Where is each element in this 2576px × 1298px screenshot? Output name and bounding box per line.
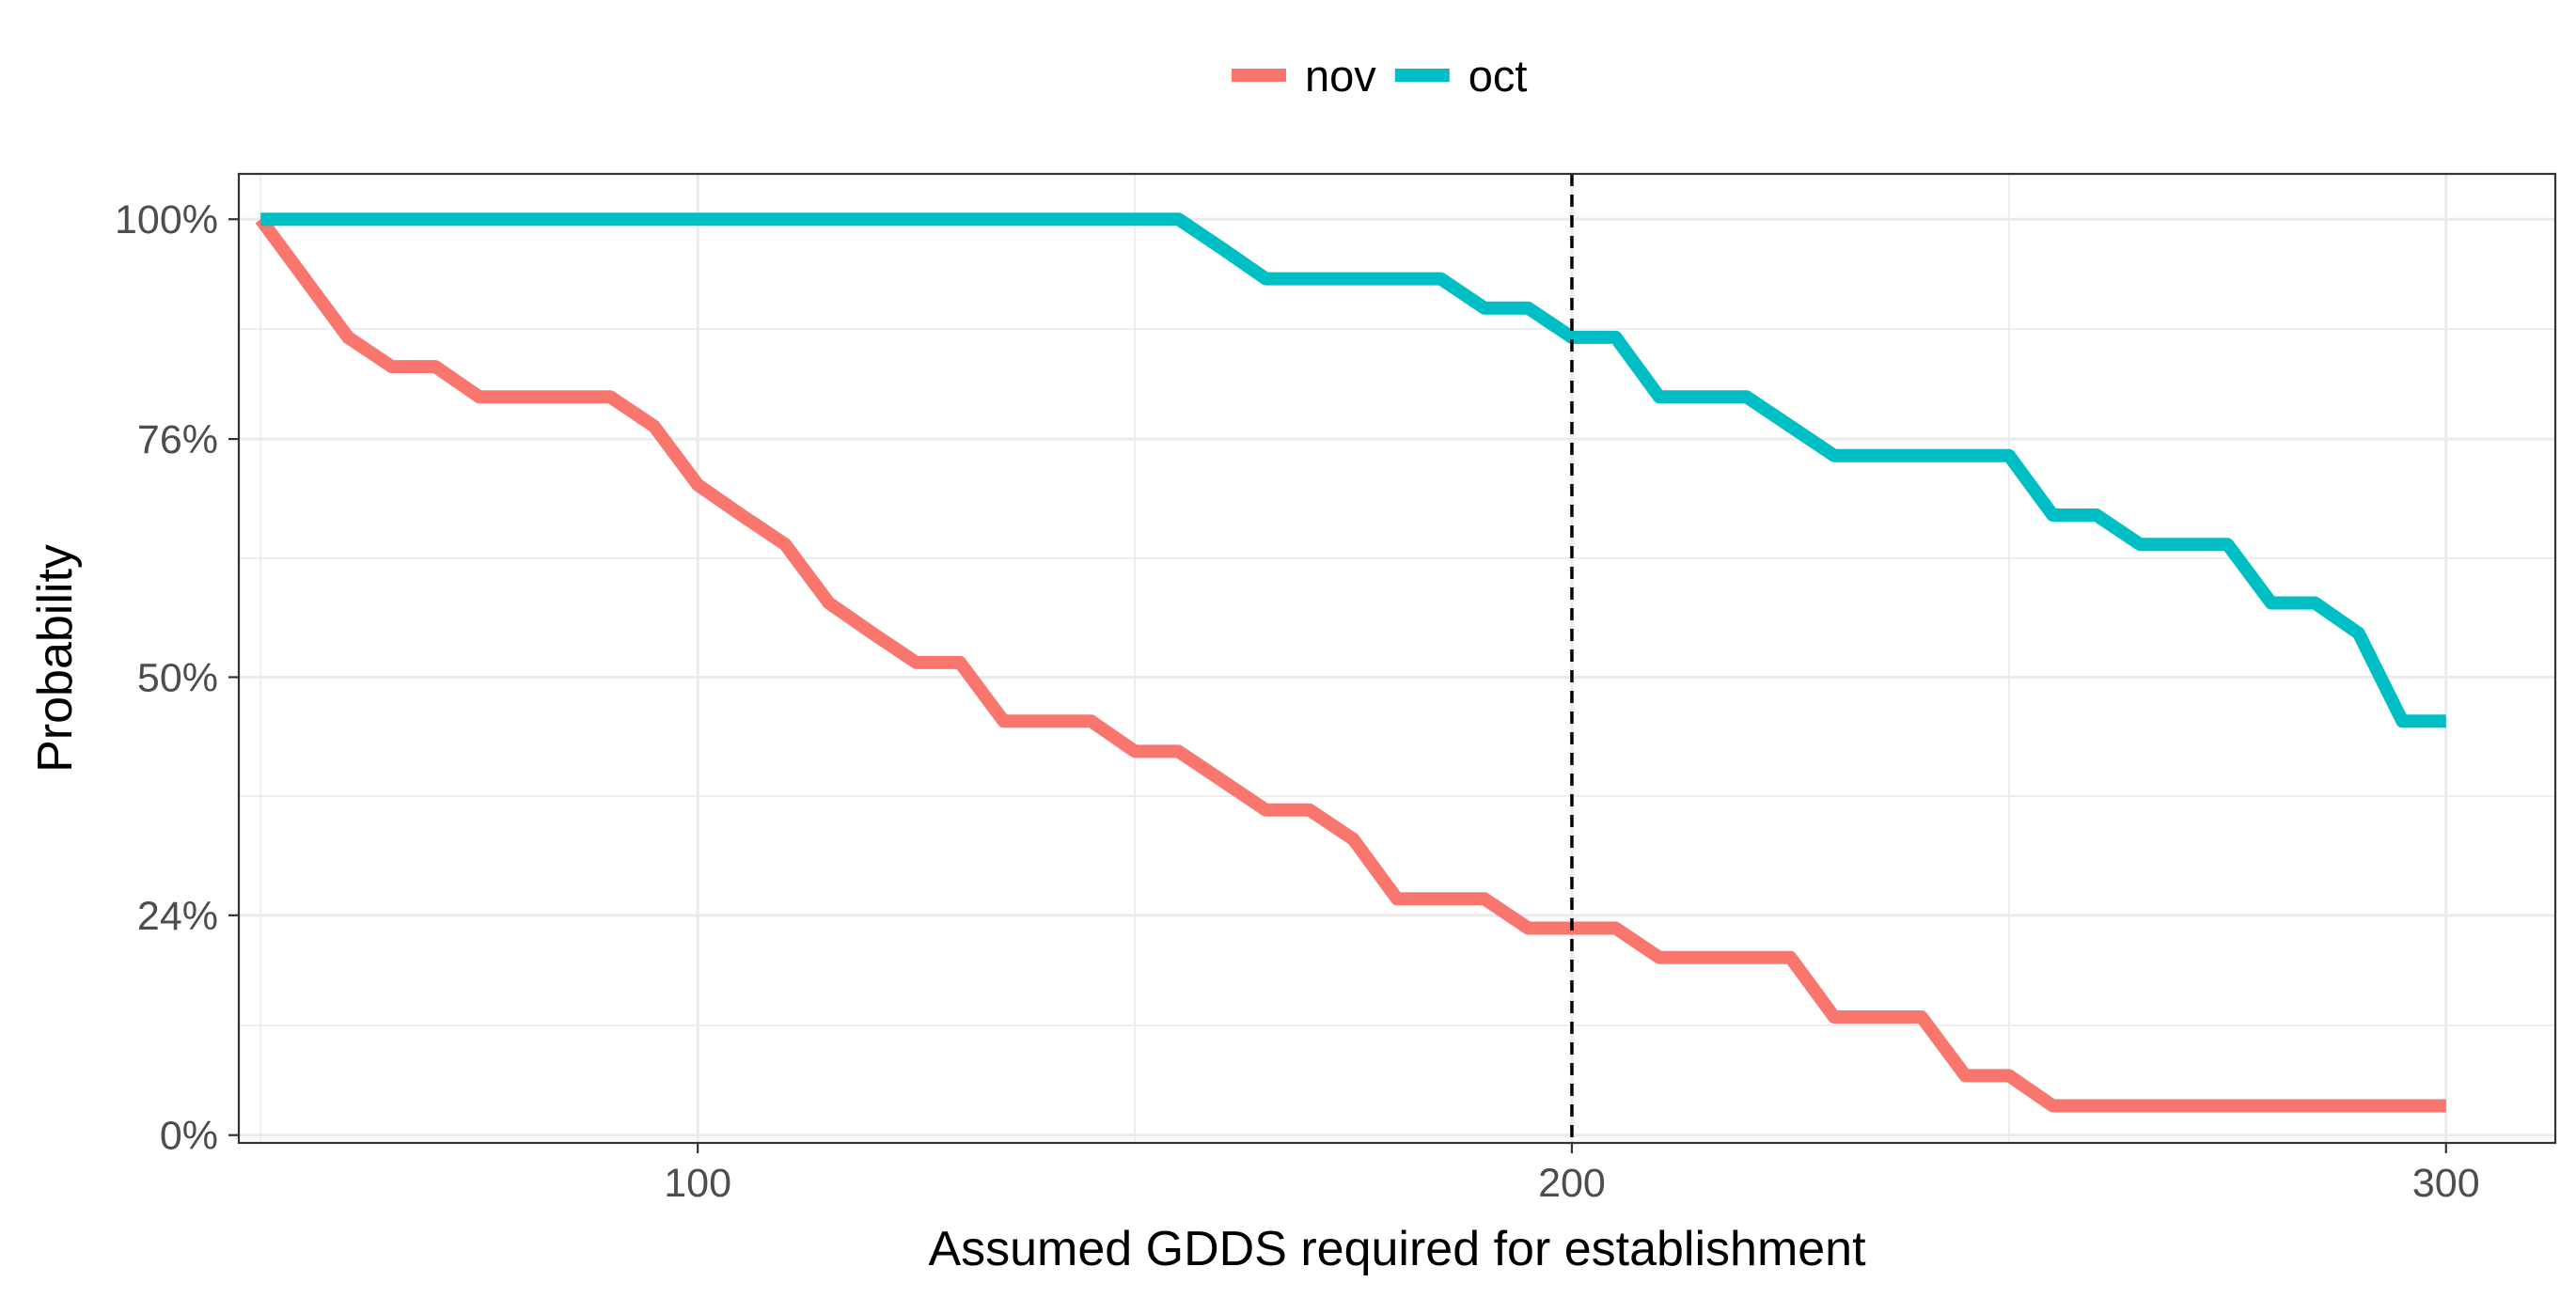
x-tick-label: 200 [1538, 1161, 1606, 1206]
x-tick-label: 300 [2412, 1161, 2480, 1206]
y-tick-label: 76% [137, 417, 218, 462]
legend-label-oct: oct [1469, 51, 1528, 101]
y-axis: 0% 24% 50% 76% 100% [115, 197, 239, 1159]
legend-label-nov: nov [1305, 51, 1376, 101]
y-tick-label: 100% [115, 197, 218, 242]
series-line-nov [255, 215, 2446, 1113]
x-tick-label: 100 [664, 1161, 731, 1206]
x-axis-title: Assumed GDDS required for establishment [928, 1222, 1866, 1276]
y-tick-label: 50% [137, 655, 218, 700]
series-line-oct [260, 212, 2446, 728]
y-axis-title: Probability [28, 544, 83, 773]
y-tick-label: 0% [160, 1114, 218, 1159]
y-tick-label: 24% [137, 894, 218, 939]
panel-border [237, 172, 2557, 1145]
series-layer [255, 174, 2446, 1143]
minor-gridlines [239, 174, 2555, 1143]
legend: nov oct [1232, 51, 1527, 101]
x-axis: 100 200 300 [664, 1143, 2480, 1206]
